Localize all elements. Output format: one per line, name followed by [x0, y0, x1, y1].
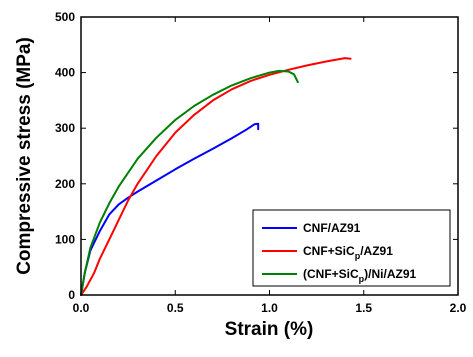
x-tick-label: 1.0 — [261, 301, 278, 315]
x-tick-label: 1.5 — [355, 301, 372, 315]
legend-label-subscript: p — [355, 251, 361, 261]
legend-label-tail: )/Ni/AZ91 — [364, 267, 416, 281]
legend-label-tail: /AZ91 — [360, 244, 393, 258]
x-tick-label: 0.5 — [167, 301, 184, 315]
y-tick-label: 100 — [55, 232, 75, 246]
legend-label-main: CNF+SiC — [303, 244, 355, 258]
legend-label-subscript: p — [359, 274, 365, 284]
series-line-3 — [80, 69, 299, 296]
y-tick-label: 400 — [55, 66, 75, 80]
legend-label-main: (CNF+SiC — [303, 267, 359, 281]
legend-label-2: CNF+SiCp/AZ91 — [303, 244, 393, 261]
y-axis-title: Compressive stress (MPa) — [14, 37, 35, 275]
ticks-layer: 0.0 0.5 1.0 1.5 2.0 0 100 200 300 400 500 — [55, 10, 467, 315]
y-tick-label: 200 — [55, 177, 75, 191]
x-tick-label: 2.0 — [450, 301, 467, 315]
legend-label-3: (CNF+SiCp)/Ni/AZ91 — [303, 267, 417, 284]
x-tick-label: 0.0 — [73, 301, 90, 315]
y-tick-label: 500 — [55, 10, 75, 24]
y-tick-label: 0 — [68, 288, 75, 302]
legend-label-1: CNF/AZ91 — [303, 221, 361, 235]
legend-box — [252, 209, 451, 287]
series-line-1 — [80, 122, 260, 296]
y-tick-label: 300 — [55, 121, 75, 135]
series-layer — [80, 57, 352, 296]
legend-label-main: CNF/AZ91 — [303, 221, 361, 235]
series-line-2 — [80, 57, 352, 296]
x-axis-title: Strain (%) — [225, 319, 314, 340]
